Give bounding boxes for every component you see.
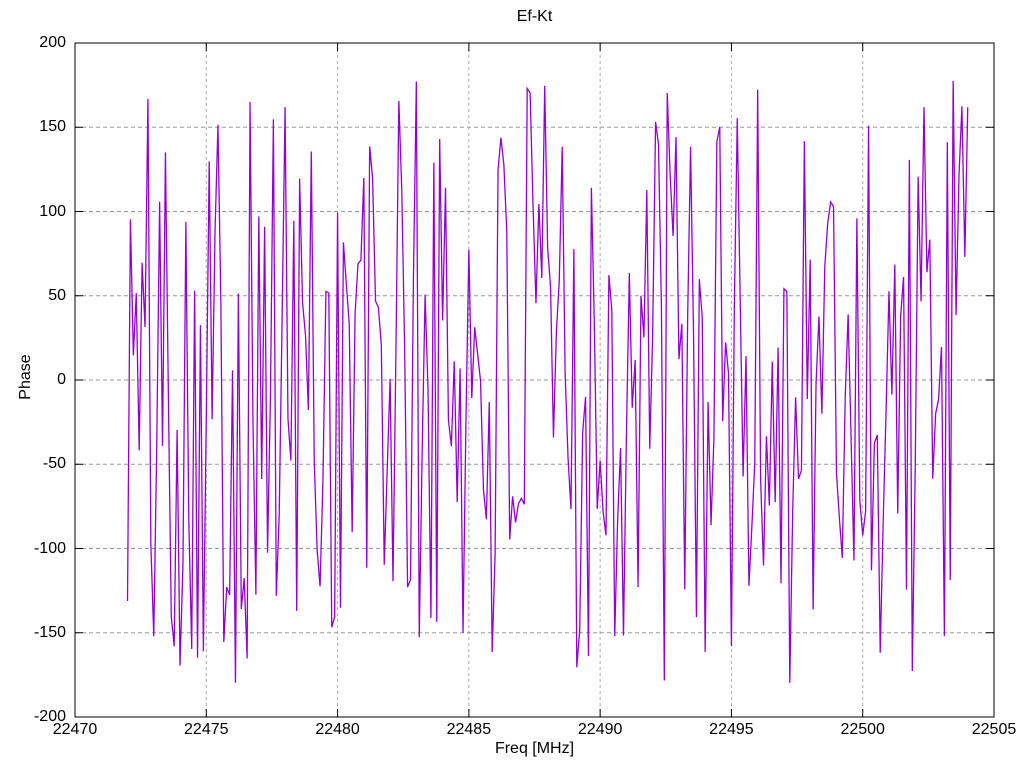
x-axis-label: Freq [MHz]	[494, 740, 575, 757]
x-tick-label: 22490	[577, 721, 623, 738]
x-tick-label: 22500	[840, 721, 885, 738]
y-tick-label: -200	[33, 708, 66, 725]
x-tick-label: 22485	[446, 721, 492, 738]
x-tick-label: 22495	[709, 721, 754, 738]
y-tick-label: 100	[39, 202, 66, 220]
chart-title: Ef-Kt	[516, 8, 553, 25]
y-tick-label: 50	[48, 286, 66, 304]
y-tick-label: -50	[42, 455, 66, 473]
y-tick-label: -100	[33, 539, 66, 557]
x-tick-label: 22480	[315, 721, 360, 738]
x-tick-label: 22475	[184, 721, 229, 738]
y-tick-label: 150	[39, 118, 66, 136]
y-tick-label: 0	[57, 371, 66, 388]
phase-data-line	[126, 80, 969, 683]
x-tick-label: 22505	[971, 721, 1017, 738]
y-tick-label: 200	[39, 34, 66, 51]
y-tick-label: -150	[33, 623, 66, 641]
x-tick-label: 22470	[52, 721, 98, 738]
